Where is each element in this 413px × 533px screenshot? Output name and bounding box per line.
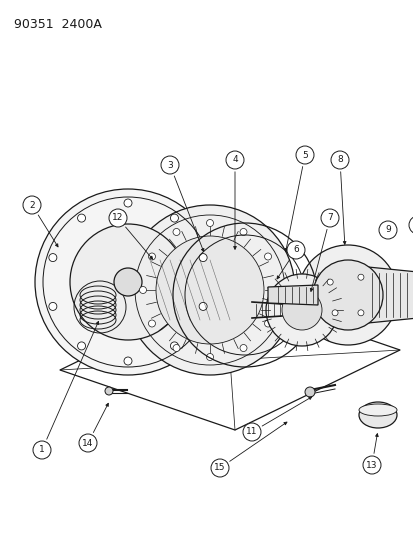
Text: 12: 12	[112, 214, 123, 222]
Circle shape	[70, 224, 185, 340]
Circle shape	[357, 310, 363, 316]
Circle shape	[297, 245, 397, 345]
Text: 6: 6	[292, 246, 298, 254]
Circle shape	[148, 253, 155, 260]
Text: 90351  2400A: 90351 2400A	[14, 18, 102, 31]
Polygon shape	[367, 267, 413, 323]
Circle shape	[33, 441, 51, 459]
Circle shape	[378, 221, 396, 239]
Text: 11: 11	[246, 427, 257, 437]
Circle shape	[266, 274, 337, 346]
Circle shape	[211, 459, 228, 477]
Circle shape	[408, 216, 413, 234]
Circle shape	[170, 214, 178, 222]
Circle shape	[199, 302, 206, 310]
Circle shape	[286, 241, 304, 259]
Text: 4: 4	[232, 156, 237, 165]
Circle shape	[240, 229, 247, 236]
Circle shape	[125, 205, 294, 375]
Text: 2: 2	[29, 200, 35, 209]
Circle shape	[225, 151, 243, 169]
Circle shape	[312, 260, 382, 330]
Text: 9: 9	[384, 225, 390, 235]
Circle shape	[206, 353, 213, 360]
Text: 10: 10	[411, 221, 413, 230]
Circle shape	[264, 320, 271, 327]
Circle shape	[320, 209, 338, 227]
Circle shape	[357, 274, 363, 280]
Circle shape	[281, 290, 321, 330]
Circle shape	[77, 214, 85, 222]
Circle shape	[206, 220, 213, 227]
Circle shape	[170, 342, 178, 350]
Text: 14: 14	[82, 439, 93, 448]
Circle shape	[264, 253, 271, 260]
Circle shape	[156, 236, 263, 344]
Circle shape	[114, 268, 142, 296]
Ellipse shape	[358, 404, 396, 416]
Circle shape	[139, 287, 146, 294]
Circle shape	[148, 320, 155, 327]
Text: 13: 13	[366, 461, 377, 470]
Circle shape	[23, 196, 41, 214]
Text: 7: 7	[326, 214, 332, 222]
Circle shape	[273, 287, 280, 294]
Circle shape	[242, 423, 260, 441]
Text: 15: 15	[214, 464, 225, 472]
Circle shape	[326, 279, 332, 285]
Circle shape	[109, 209, 127, 227]
Circle shape	[49, 302, 57, 310]
Text: 1: 1	[39, 446, 45, 455]
Circle shape	[240, 344, 247, 352]
Circle shape	[173, 229, 180, 236]
Circle shape	[79, 434, 97, 452]
Circle shape	[161, 156, 178, 174]
Ellipse shape	[358, 402, 396, 428]
Text: 3: 3	[167, 160, 173, 169]
Circle shape	[105, 387, 113, 395]
Circle shape	[173, 344, 180, 352]
Circle shape	[295, 146, 313, 164]
Circle shape	[77, 342, 85, 350]
Circle shape	[124, 357, 132, 365]
Circle shape	[362, 456, 380, 474]
Text: 5: 5	[301, 150, 307, 159]
Circle shape	[35, 189, 221, 375]
Circle shape	[331, 310, 337, 316]
Circle shape	[124, 199, 132, 207]
Text: 8: 8	[336, 156, 342, 165]
Circle shape	[304, 387, 314, 397]
Circle shape	[330, 151, 348, 169]
Circle shape	[49, 254, 57, 262]
Polygon shape	[267, 285, 317, 305]
Circle shape	[199, 254, 206, 262]
